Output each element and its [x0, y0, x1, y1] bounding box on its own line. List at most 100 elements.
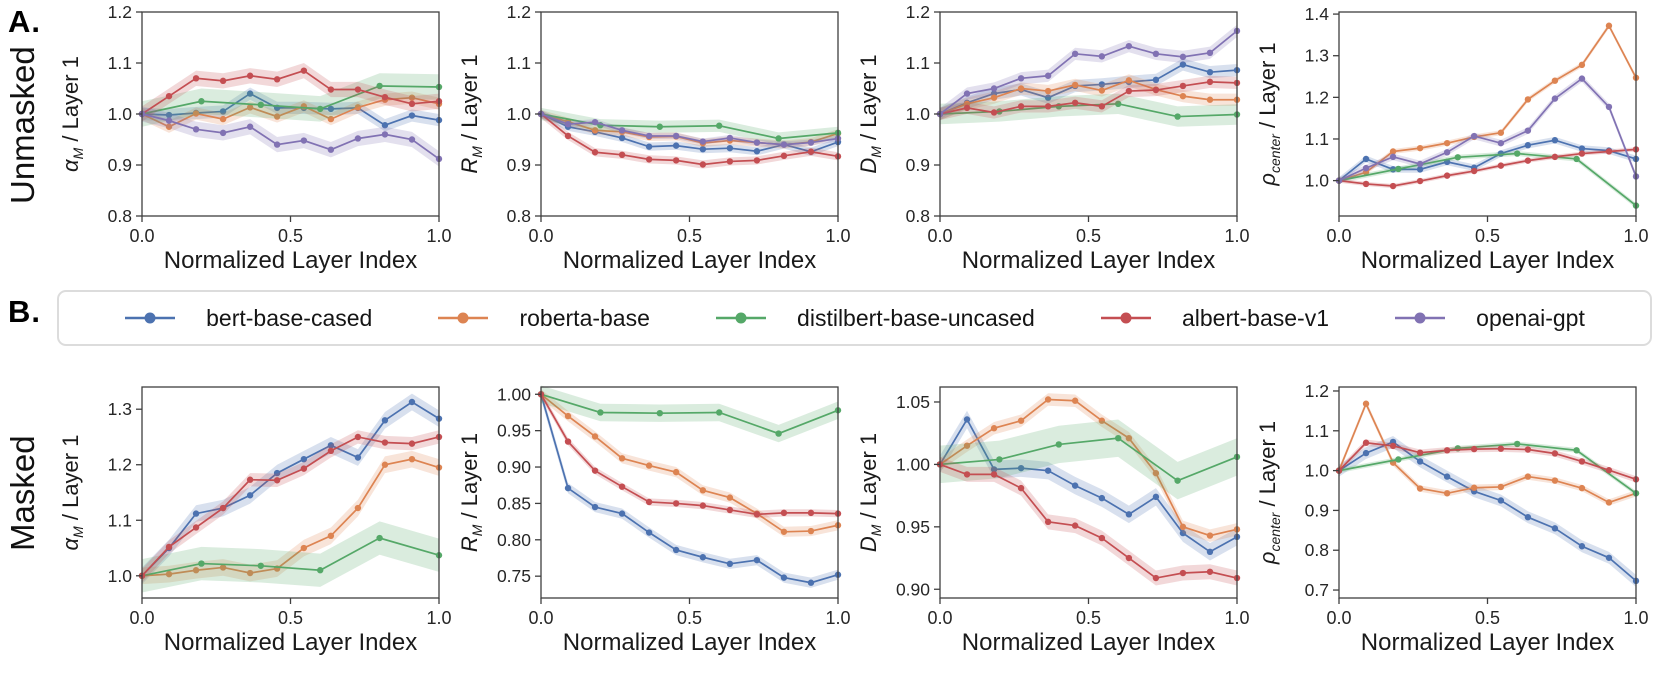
data-line — [939, 63, 1238, 115]
data-line — [540, 393, 839, 435]
data-line — [1338, 443, 1637, 494]
y-tick-label: 0.9 — [507, 155, 531, 175]
data-point — [1524, 513, 1532, 521]
data-line — [1338, 401, 1637, 504]
y-axis: 1.0 1.1 1.2 1.3 1.4 — [1305, 4, 1339, 191]
data-point — [990, 109, 998, 116]
data-point — [1017, 103, 1025, 110]
data-point — [273, 469, 281, 477]
confidence-band — [1339, 441, 1636, 496]
data-line — [540, 394, 839, 584]
series-openai-gpt — [537, 110, 842, 148]
x-tick-label: 0.5 — [278, 608, 303, 628]
data-point — [753, 157, 761, 164]
y-tick-label: 1.2 — [906, 2, 930, 22]
data-point — [597, 409, 604, 416]
y-tick-label: 0.7 — [1305, 580, 1329, 600]
x-axis-title: Normalized Layer Index — [1361, 247, 1614, 274]
data-point — [1125, 554, 1133, 562]
data-point — [699, 487, 707, 494]
data-line — [1338, 148, 1637, 187]
data-point — [246, 104, 254, 111]
y-tick-label: 1.2 — [108, 455, 132, 475]
data-point — [165, 92, 173, 100]
y-tick-label: 1.0 — [108, 566, 133, 586]
data-point — [1578, 484, 1586, 492]
data-point — [1071, 482, 1079, 489]
confidence-band — [142, 106, 439, 167]
chart-r-masked-svg: 0.75 0.80 0.85 0.90 0.95 1.00 0.0 0.5 1.0 Normali… — [457, 384, 851, 656]
data-point — [1125, 87, 1133, 95]
x-tick-label: 0.0 — [528, 226, 553, 246]
data-point — [656, 409, 663, 417]
data-point — [327, 532, 335, 540]
data-point — [1174, 113, 1181, 120]
confidence-band — [142, 63, 439, 122]
data-point — [775, 430, 782, 437]
data-point — [753, 556, 761, 564]
data-point — [376, 82, 383, 90]
y-tick-label: 0.9 — [906, 155, 930, 175]
data-point — [1125, 77, 1133, 84]
confidence-band — [142, 393, 439, 585]
x-axis: 0.0 0.5 1.0 Normalized Layer Index — [129, 216, 452, 274]
y-axis: 0.8 0.9 1.0 1.1 1.2 — [507, 2, 541, 226]
data-point — [327, 447, 335, 455]
data-point — [726, 144, 734, 152]
data-point — [591, 503, 599, 511]
data-point — [1524, 142, 1532, 149]
legend-entry-openai-gpt: openai-gpt — [1394, 305, 1585, 332]
x-tick-label: 1.0 — [1623, 226, 1648, 246]
data-line — [1338, 24, 1637, 182]
chart-d-masked: 0.90 0.95 1.00 1.05 0.0 0.5 1.0 Normalized Laye… — [852, 352, 1251, 667]
data-point — [1605, 499, 1613, 506]
data-point — [1071, 397, 1079, 404]
data-point — [381, 93, 389, 101]
data-point — [780, 528, 788, 535]
data-point — [1044, 467, 1052, 474]
x-axis-title: Normalized Layer Index — [164, 247, 417, 274]
confidence-band — [142, 430, 439, 583]
x-axis: 0.0 0.5 1.0 Normalized Layer Index — [1326, 216, 1649, 274]
data-point — [672, 142, 680, 149]
data-point — [1071, 99, 1079, 106]
y-tick-label: 0.9 — [108, 155, 132, 175]
data-point — [1395, 456, 1402, 463]
data-point — [618, 134, 626, 142]
data-point — [1044, 518, 1052, 526]
series-albert-base-v1 — [936, 75, 1241, 121]
data-point — [1152, 86, 1160, 94]
data-line — [939, 437, 1238, 482]
data-point — [1152, 574, 1160, 582]
data-point — [1443, 490, 1451, 497]
data-point — [807, 148, 815, 155]
data-point — [1551, 450, 1559, 457]
x-axis-title: Normalized Layer Index — [563, 247, 816, 274]
data-point — [618, 127, 626, 134]
data-point — [1152, 50, 1160, 58]
data-point — [618, 483, 626, 490]
chart-d-unmasked: 0.8 0.9 1.0 1.1 1.2 0.0 0.5 1.0 Normalized Layer… — [852, 0, 1251, 283]
chart-alpha-masked-svg: 1.0 1.1 1.2 1.3 0.0 0.5 1.0 Normalized Layer In… — [58, 386, 452, 656]
series-group — [138, 63, 443, 167]
y-axis: 0.7 0.8 0.9 1.0 1.1 1.2 — [1305, 381, 1339, 600]
x-axis: 0.0 0.5 1.0 Normalized Layer Index — [1326, 598, 1649, 656]
data-line — [540, 113, 839, 166]
data-point — [726, 494, 734, 501]
data-point — [1578, 61, 1586, 69]
data-point — [780, 574, 788, 581]
data-point — [807, 509, 815, 517]
y-tick-label: 1.3 — [108, 399, 132, 419]
legend-label: roberta-base — [519, 304, 650, 331]
data-point — [1605, 22, 1613, 29]
data-line — [141, 96, 440, 128]
data-point — [354, 433, 362, 441]
series-roberta-base — [1335, 400, 1640, 506]
data-point — [1098, 81, 1106, 88]
series-distilbert-base-uncased — [537, 385, 842, 443]
data-line — [141, 69, 440, 115]
x-axis: 0.0 0.5 1.0 Normalized Layer Index — [129, 598, 452, 656]
data-line — [141, 400, 440, 577]
data-point — [1605, 148, 1613, 155]
data-point — [716, 409, 723, 416]
